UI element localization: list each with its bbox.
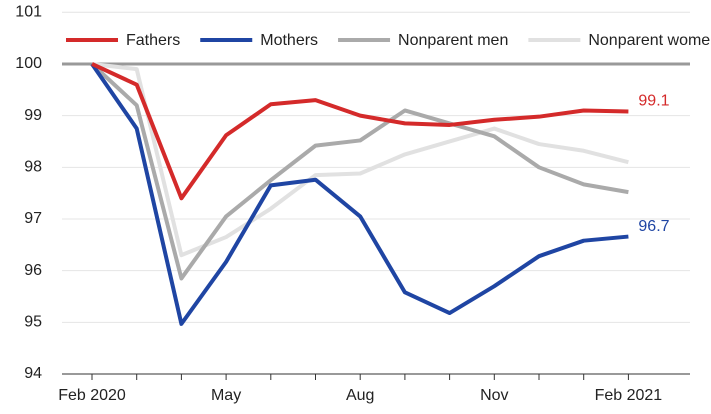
y-tick-label: 94 bbox=[24, 365, 42, 382]
series-line bbox=[91, 62, 629, 201]
series-line bbox=[91, 61, 629, 258]
x-tick-label: Feb 2020 bbox=[58, 387, 126, 404]
legend-label: Nonparent men bbox=[398, 32, 508, 49]
y-tick-label: 98 bbox=[24, 159, 42, 176]
x-tick-label: Feb 2021 bbox=[595, 387, 663, 404]
x-tick-label: Nov bbox=[480, 387, 508, 404]
y-tick-label: 95 bbox=[24, 314, 42, 331]
y-tick-label: 100 bbox=[15, 55, 42, 72]
legend-label: Mothers bbox=[260, 32, 318, 49]
series-line bbox=[90, 62, 629, 326]
legend-label: Fathers bbox=[126, 32, 180, 49]
series-line bbox=[90, 62, 629, 281]
x-tick-label: May bbox=[211, 387, 241, 404]
y-tick-label: 101 bbox=[15, 4, 42, 21]
y-tick-label: 99 bbox=[24, 107, 42, 124]
y-tick-label: 96 bbox=[24, 262, 42, 279]
value-label: 99.1 bbox=[638, 93, 669, 110]
y-tick-label: 97 bbox=[24, 210, 42, 227]
value-label: 96.7 bbox=[638, 218, 669, 235]
legend-label: Nonparent women bbox=[588, 32, 711, 49]
x-tick-label: Aug bbox=[346, 387, 374, 404]
